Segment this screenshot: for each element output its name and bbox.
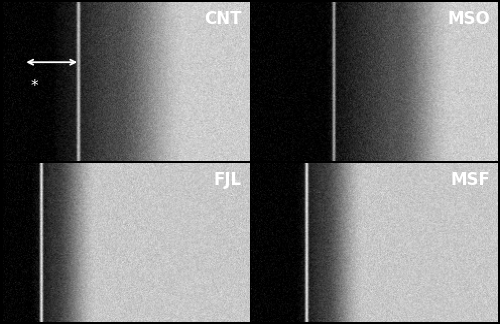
Text: FJL: FJL [213, 171, 241, 189]
Text: MSO: MSO [448, 10, 490, 28]
Text: CNT: CNT [204, 10, 241, 28]
Text: *: * [30, 79, 38, 94]
Text: MSF: MSF [450, 171, 490, 189]
